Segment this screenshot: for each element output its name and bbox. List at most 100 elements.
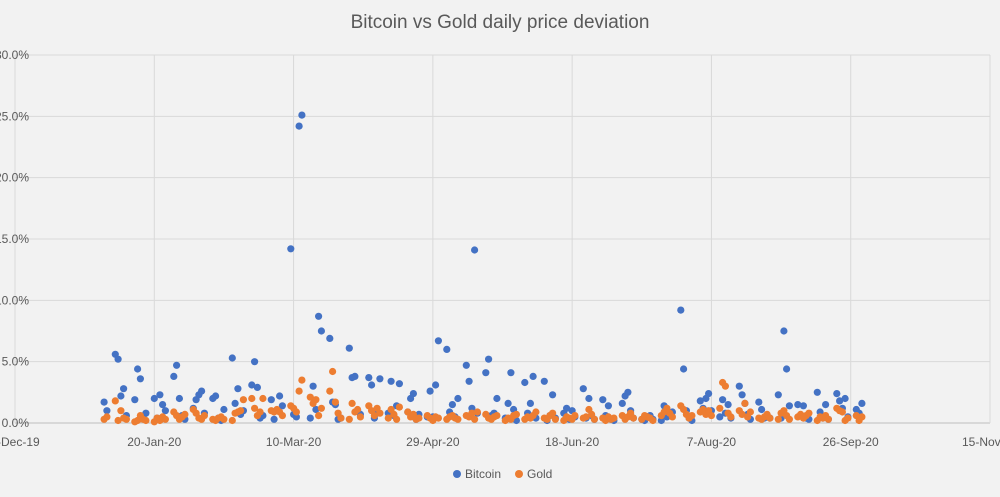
gold-point [727,413,735,421]
x-tick-label: 15-Nov-20 [962,435,1000,449]
bitcoin-point [780,327,788,335]
bitcoin-point [618,399,626,407]
x-tick-label: 7-Aug-20 [687,435,737,449]
gold-point [114,416,122,425]
legend-label: Bitcoin [465,467,501,481]
bitcoin-point [136,375,144,383]
legend: Bitcoin Gold [453,467,552,481]
y-tick-label: 25.0% [0,109,29,123]
legend-item-gold: Gold [515,467,552,481]
gold-point [298,376,306,384]
gold-point [590,415,599,423]
bitcoin-point [287,245,295,253]
gold-point [200,412,208,420]
bitcoin-point [387,377,395,385]
bitcoin-point [858,399,866,407]
bitcoin-point [758,405,766,414]
bitcoin-point [159,401,167,409]
bitcoin-point [142,409,150,417]
gold-point [415,414,423,422]
gold-point [326,387,334,395]
bitcoin-point [253,383,261,391]
bitcoin-point [198,387,206,395]
bitcoin-point [231,399,239,407]
y-tick-label: 30.0% [0,48,29,62]
x-axis-ticks: 1-Dec-19 20-Jan-20 10-Mar-20 29-Apr-20 18-Ju… [0,435,1000,449]
bitcoin-point [822,401,830,409]
bitcoin-point [794,401,802,409]
legend-marker [515,470,523,478]
gold-point [278,412,286,420]
gold-point [766,414,774,422]
gold-point [610,414,618,422]
y-tick-label: 10.0% [0,293,29,307]
gold-point [668,413,677,421]
bitcoin-point [426,387,434,395]
bitcoin-point [813,388,821,396]
bitcoin-point [485,355,493,363]
chart-title: Bitcoin vs Gold daily price deviation [351,12,650,33]
y-tick-label: 15.0% [0,232,29,246]
bitcoin-point [368,381,376,389]
gold-point [251,404,259,412]
bitcoin-point [248,381,256,389]
gold-point [393,415,401,423]
bitcoin-point [170,372,178,380]
bitcoin-point [716,413,724,421]
gold-point [376,409,384,417]
bitcoin-point [719,396,727,404]
gold-point [337,414,345,422]
gold-point [259,394,267,403]
bitcoin-point [120,385,128,393]
bitcoin-point [150,394,158,403]
bitcoin-point [267,396,275,404]
gold-point [315,412,323,420]
legend-marker [453,470,461,478]
gold-point [161,415,169,423]
gold-point [824,415,833,423]
bitcoin-point [738,391,746,399]
gridlines [14,54,991,424]
gold-point [220,415,228,423]
bitcoin-point [326,334,334,342]
bitcoin-point [735,382,743,390]
bitcoin-point [677,306,685,314]
gold-point [721,382,730,390]
bitcoin-point [783,365,791,373]
gold-point [805,409,813,417]
bitcoin-point [100,398,108,406]
bitcoin-point [526,399,535,407]
gold-point [356,413,364,421]
gold-point [493,412,501,420]
bitcoin-point [114,355,122,363]
bitcoin-point [228,354,236,362]
bitcoin-point [315,312,323,320]
bitcoin-point [540,377,548,385]
bitcoin-point [312,405,320,414]
bitcoin-point [465,377,473,385]
gold-point [354,405,362,414]
gold-point [103,413,111,421]
bitcoin-point [376,375,384,383]
gold-point [629,414,638,422]
bitcoin-point [276,392,284,400]
bitcoin-point [799,402,808,410]
bitcoin-point [409,390,417,398]
bitcoin-point [579,385,587,393]
bitcoin-point [833,390,841,398]
bitcoin-point [521,378,529,387]
gold-point [122,415,130,423]
bitcoin-point [585,394,593,403]
bitcoin-point [251,358,259,366]
gold-point [582,413,590,421]
bitcoin-point [448,401,456,409]
gold-point [707,412,716,420]
gold-point [838,408,847,416]
gold-point [306,393,314,401]
y-tick-label: 0.0% [2,416,30,430]
bitcoin-point [156,391,164,399]
bitcoin-point [785,402,794,410]
bitcoin-point [836,397,844,405]
gold-point [549,409,557,417]
gold-point [551,415,560,423]
